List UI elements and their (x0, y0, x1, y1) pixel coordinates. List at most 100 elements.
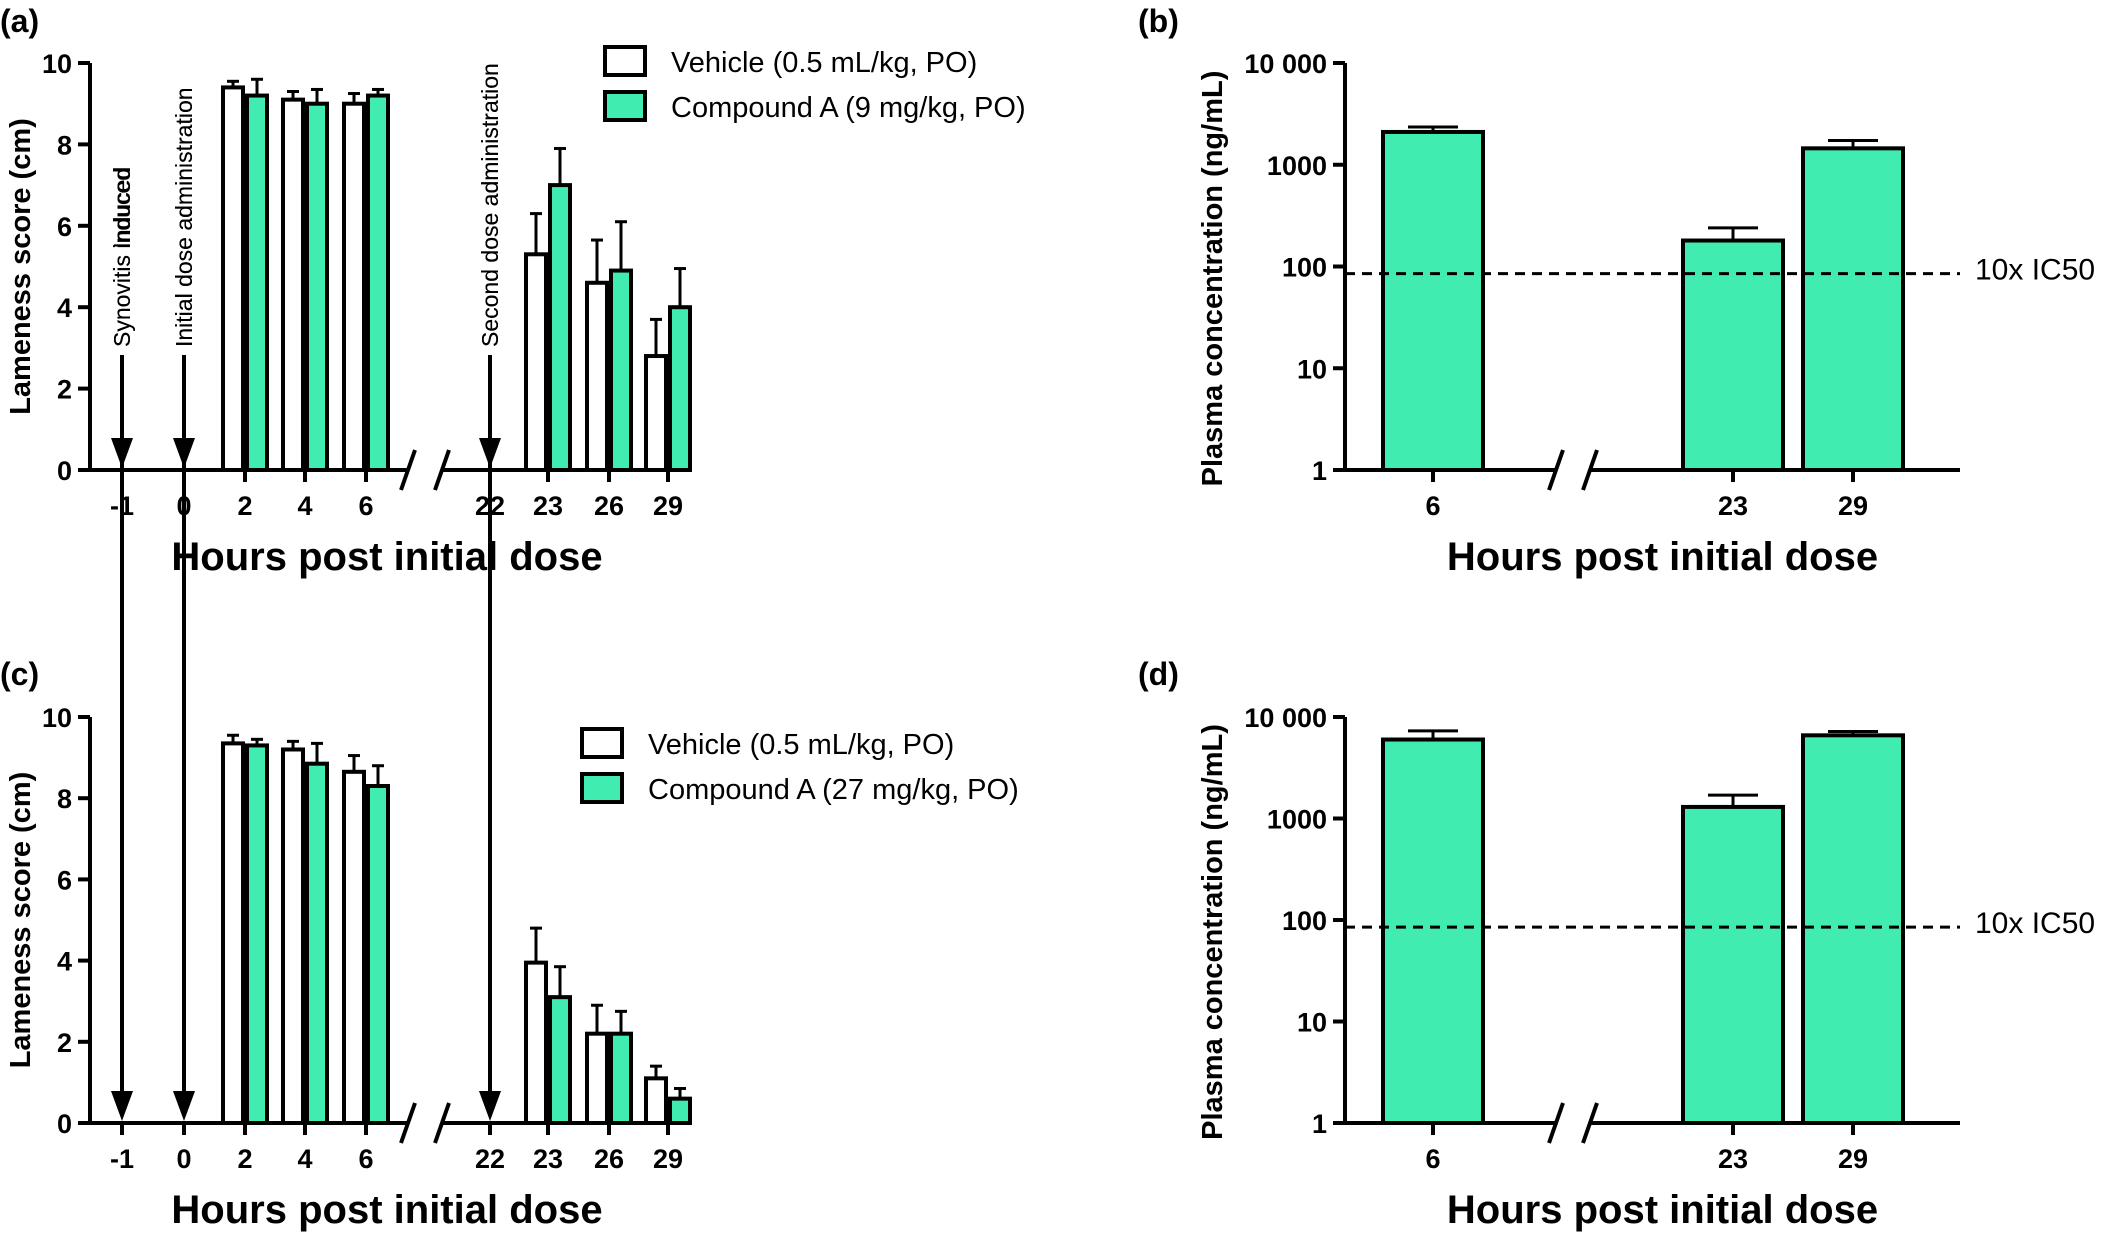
x-tick-label: 26 (594, 1144, 624, 1174)
x-tick-label: 29 (1838, 1144, 1868, 1174)
legend-swatch (603, 45, 647, 77)
y-tick-label: 0 (57, 1109, 72, 1139)
bar (585, 280, 609, 472)
bar (221, 741, 245, 1125)
reference-line-label: 10x IC50 (1975, 907, 2095, 940)
x-tick-label: 4 (297, 491, 312, 521)
y-axis-title: Plasma concentration (ng/mL) (1197, 71, 1229, 487)
y-tick-label: 100 (1282, 906, 1327, 936)
axis-break-mark (1547, 449, 1565, 491)
bar (245, 743, 269, 1125)
chart-panel-4: (d) 1 10 100 1000 10 000 6 23 29 10x IC50 Hours po… (1138, 656, 2095, 1232)
x-tick-label: 0 (176, 1144, 191, 1174)
bar (281, 747, 305, 1125)
annotation-label: Second dose administration (477, 63, 503, 347)
bar (524, 960, 548, 1125)
bar (609, 268, 633, 472)
bar (342, 769, 366, 1125)
y-tick-label: 1000 (1267, 151, 1327, 181)
reference-line-label: 10x IC50 (1975, 254, 2095, 287)
legend-label: Compound A (27 mg/kg, PO) (648, 774, 1019, 806)
y-tick-label: 8 (57, 784, 72, 814)
x-tick-label: 29 (653, 491, 683, 521)
bar (366, 784, 390, 1126)
panel-tag: (d) (1138, 656, 1179, 692)
axis-break-mark (1581, 449, 1599, 491)
x-tick-label: 29 (653, 1144, 683, 1174)
legend-label: Vehicle (0.5 mL/kg, PO) (648, 729, 954, 761)
y-tick-label: 10 (1297, 1008, 1327, 1038)
bar (281, 97, 305, 472)
x-tick-label: 6 (358, 1144, 373, 1174)
bar (609, 1031, 633, 1126)
y-tick-label: 0 (57, 456, 72, 486)
y-tick-label: 10 000 (1244, 703, 1327, 733)
axis-break-mark (399, 449, 417, 491)
y-axis-title: Lameness score (cm) (5, 772, 37, 1069)
x-axis-title: Hours post initial dose (171, 535, 602, 579)
legend-label: Compound A (9 mg/kg, PO) (671, 92, 1026, 124)
bar (1381, 129, 1485, 473)
bar (221, 85, 245, 472)
y-tick-label: 1 (1312, 456, 1327, 486)
y-tick-label: 1000 (1267, 805, 1327, 835)
x-tick-label: 6 (1425, 1144, 1440, 1174)
axis-break-mark (433, 449, 451, 491)
annotation-label: Second dose administration (477, 63, 503, 347)
x-tick-label: 6 (358, 491, 373, 521)
x-tick-label: 2 (237, 491, 252, 521)
x-tick-label: 23 (533, 491, 563, 521)
bar (1681, 804, 1785, 1125)
y-tick-label: 2 (57, 375, 72, 405)
bar (548, 995, 572, 1126)
x-tick-label: 6 (1425, 491, 1440, 521)
panel-tag: (c) (0, 656, 39, 692)
bar (305, 101, 329, 472)
x-tick-label: 23 (533, 1144, 563, 1174)
bar (305, 761, 329, 1125)
bar (548, 183, 572, 472)
x-tick-label: -1 (110, 1144, 134, 1174)
axis-break-mark (399, 1102, 417, 1144)
bar (1681, 238, 1785, 472)
bar (245, 93, 269, 472)
bar (1801, 733, 1905, 1125)
y-tick-label: 1 (1312, 1109, 1327, 1139)
axis-break-mark (1547, 1102, 1565, 1144)
y-tick-label: 10 (42, 49, 72, 79)
bar (1801, 146, 1905, 472)
bar (1381, 737, 1485, 1125)
bar (342, 101, 366, 472)
x-tick-label: 22 (475, 1144, 505, 1174)
legend-swatch (580, 727, 624, 759)
bar (524, 252, 548, 472)
y-tick-label: 4 (57, 293, 72, 323)
legend-swatch (603, 90, 647, 122)
y-axis-title: Plasma concentration (ng/mL) (1197, 724, 1229, 1140)
legend-swatch (580, 772, 624, 804)
panel-tag: (b) (1138, 3, 1179, 39)
panel-tag: (a) (0, 3, 39, 39)
annotation-label: Initial dose administration (171, 87, 197, 347)
x-tick-label: 23 (1718, 491, 1748, 521)
x-tick-label: 23 (1718, 1144, 1748, 1174)
annotation-label: Initial dose administration (171, 87, 197, 347)
annotation-label: Synovitis induced (109, 168, 135, 347)
bar (585, 1031, 609, 1126)
x-tick-label: 2 (237, 1144, 252, 1174)
annotation-arrow-head (173, 1091, 195, 1121)
axis-break-mark (1581, 1102, 1599, 1144)
bar (366, 93, 390, 472)
annotation-arrow-head (479, 1091, 501, 1121)
x-axis-title: Hours post initial dose (1447, 535, 1878, 579)
y-tick-label: 10 (42, 703, 72, 733)
y-tick-label: 8 (57, 130, 72, 160)
y-tick-label: 100 (1282, 253, 1327, 283)
x-axis-title: Hours post initial dose (1447, 1188, 1878, 1232)
legend-label: Vehicle (0.5 mL/kg, PO) (671, 47, 977, 79)
y-axis-title: Lameness score (cm) (5, 118, 37, 415)
bar (668, 1096, 692, 1126)
